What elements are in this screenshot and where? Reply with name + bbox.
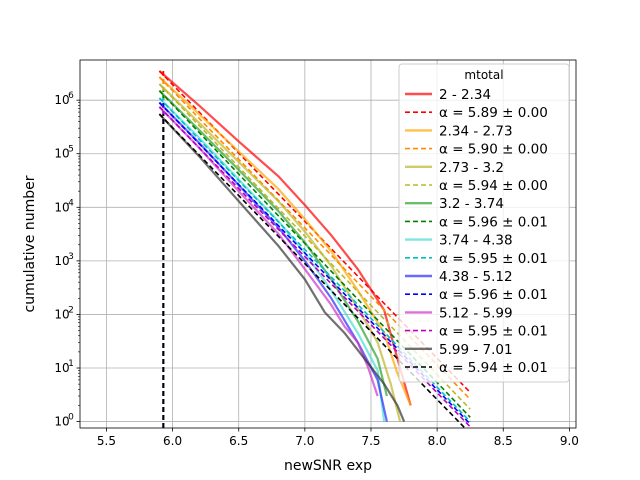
- y-tick-exponent: 3: [68, 252, 74, 262]
- x-axis-label: newSNR exp: [284, 458, 372, 474]
- legend-fit-label-6: α = 5.96 ± 0.01: [439, 287, 548, 303]
- legend-label-3: 2.73 - 3.2: [439, 160, 504, 176]
- legend-fit-label-1: α = 5.89 ± 0.00: [439, 105, 548, 121]
- y-tick-label: 10: [54, 147, 69, 161]
- fit-line-5: [158, 97, 471, 423]
- fit-line-3: [158, 83, 471, 410]
- y-tick-exponent: 6: [68, 91, 74, 101]
- legend-label-2: 2.34 - 2.73: [439, 123, 513, 139]
- legend-title: mtotal: [464, 68, 503, 82]
- legend-fit-label-5: α = 5.95 ± 0.01: [439, 251, 548, 267]
- legend-fit-label-3: α = 5.94 ± 0.00: [439, 178, 548, 194]
- y-tick-label: 10: [54, 254, 69, 268]
- y-tick-label: 10: [54, 307, 69, 321]
- legend-fit-label-7: α = 5.95 ± 0.01: [439, 324, 548, 340]
- x-tick-label: 7.5: [361, 434, 380, 448]
- legend-box: [398, 63, 570, 383]
- series-line-2: [158, 76, 412, 406]
- series-group: [158, 70, 471, 428]
- y-tick-label: 10: [54, 200, 69, 214]
- x-tick-label: 6.5: [229, 434, 248, 448]
- legend-fit-label-2: α = 5.90 ± 0.00: [439, 142, 548, 158]
- legend-label-6: 4.38 - 5.12: [439, 269, 513, 285]
- plot-area: [158, 70, 471, 428]
- x-tick-label: 7.0: [295, 434, 314, 448]
- y-tick-exponent: 1: [68, 359, 74, 369]
- y-tick-exponent: 2: [68, 305, 74, 315]
- x-tick-label: 8.5: [494, 434, 513, 448]
- legend-label-1: 2 - 2.34: [439, 87, 491, 103]
- legend-label-5: 3.74 - 4.38: [439, 233, 513, 249]
- y-tick-label: 10: [54, 415, 69, 429]
- x-tick-label: 6.0: [163, 434, 182, 448]
- y-tick-label: 10: [54, 361, 69, 375]
- legend-label-8: 5.99 - 7.01: [439, 342, 513, 358]
- legend-label-7: 5.12 - 5.99: [439, 305, 513, 321]
- x-tick-label: 8.0: [428, 434, 447, 448]
- fit-line-4: [158, 90, 471, 418]
- legend: mtotal 2 - 2.34 α = 5.89 ± 0.00 2.34 - 2.73…: [398, 63, 570, 383]
- fit-line-2: [158, 76, 471, 400]
- y-tick-exponent: 5: [68, 145, 74, 155]
- y-axis-label: cumulative number: [22, 175, 38, 312]
- legend-label-4: 3.2 - 3.74: [439, 196, 504, 212]
- y-tick-label: 10: [54, 93, 69, 107]
- legend-fit-label-8: α = 5.94 ± 0.01: [439, 360, 548, 376]
- y-tick-exponent: 4: [68, 198, 74, 208]
- axes-frame: [79, 59, 577, 429]
- y-tick-exponent: 0: [68, 413, 74, 423]
- axes: 5.5 6.0 6.5 7.0 7.5 8.0 8.5 9.01001011021031041…: [54, 59, 579, 448]
- legend-fit-label-4: α = 5.96 ± 0.01: [439, 214, 548, 230]
- series-line-8: [158, 113, 406, 423]
- x-tick-label: 5.5: [97, 434, 116, 448]
- x-tick-label: 9.0: [560, 434, 579, 448]
